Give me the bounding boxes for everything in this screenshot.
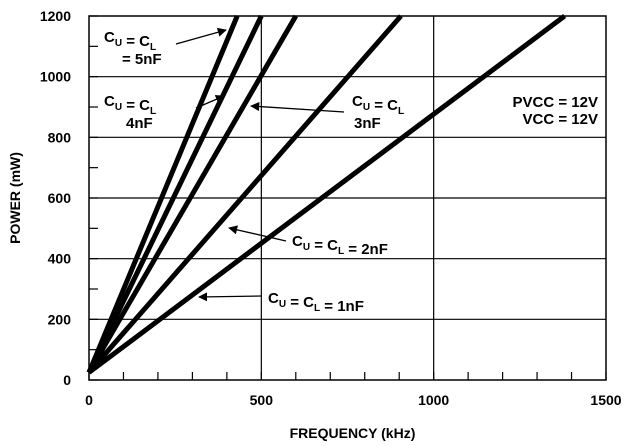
annotation-line: PVCC = 12V: [513, 94, 598, 111]
series-lines: [86, 13, 567, 375]
annotation-line: CU = CL = 2nF: [292, 233, 388, 258]
annotation-line: VCC = 12V: [523, 111, 598, 128]
x-axis-title: FREQUENCY (kHz): [290, 425, 416, 441]
minor-ticks: [88, 15, 607, 381]
y-tick-label: 0: [63, 372, 71, 388]
annotation-1: CU = CL= 5nF: [104, 29, 162, 68]
y-tick-label: 1200: [40, 8, 71, 24]
annotation-arrow-1: [175, 27, 227, 45]
series-line-2: [86, 14, 264, 374]
annotation-line: = 5nF: [122, 51, 162, 68]
annotation-line: 4nF: [126, 115, 153, 132]
annotation-4: CU = CL = 2nF: [292, 233, 388, 258]
annotation-line: 3nF: [354, 115, 381, 132]
annotation-arrow-5: [198, 292, 263, 302]
y-tick-label: 800: [48, 129, 72, 145]
x-tick-label: 0: [85, 392, 93, 408]
y-tick-label: 400: [48, 251, 72, 267]
series-line-3: [86, 14, 298, 374]
grid: [88, 15, 607, 381]
annotation-5: CU = CL = 1nF: [268, 290, 364, 315]
x-tick-label: 1000: [418, 392, 449, 408]
series-line-4: [87, 14, 403, 375]
annotation-arrows: [175, 27, 345, 302]
annotation-line: CU = CL: [352, 93, 404, 117]
annotation-arrow-3: [250, 101, 345, 113]
y-axis-title: POWER (mW): [7, 152, 23, 244]
series-line-5: [87, 13, 567, 375]
y-tick-label: 1000: [40, 69, 71, 85]
series-line-1: [86, 15, 240, 374]
annotation-arrow-2: [195, 95, 225, 109]
annotation-arrow-4: [228, 225, 287, 242]
annotation-line: CU = CL: [104, 93, 156, 117]
x-tick-label: 1500: [590, 392, 621, 408]
y-tick-label: 600: [48, 190, 72, 206]
y-tick-label: 200: [48, 311, 72, 327]
x-tick-label: 500: [250, 392, 274, 408]
labels: 0 500 1000 1500 0 200 400 600 800 1000 1200 FREQUEN…: [7, 8, 622, 441]
annotation-line: CU = CL = 1nF: [268, 290, 364, 315]
annotation-line: CU = CL: [104, 29, 156, 53]
